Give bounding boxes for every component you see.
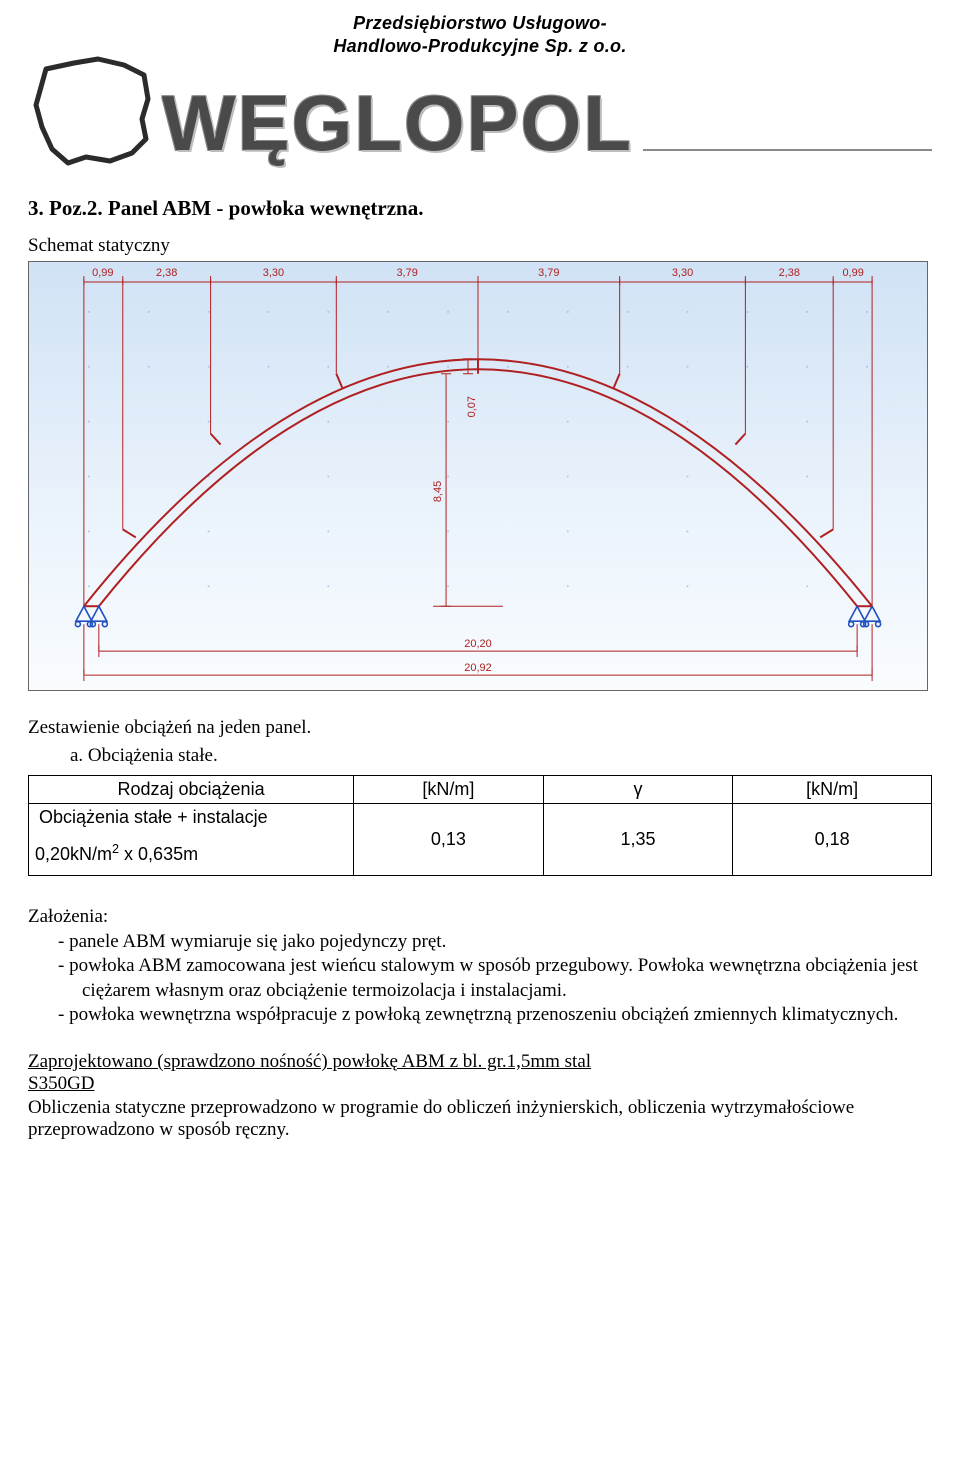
loads-sub: a. Obciążenia stałe.	[70, 745, 932, 767]
table-header: Rodzaj obciążenia [kN/m] γ [kN/m]	[29, 776, 932, 804]
col-gamma: γ	[543, 776, 733, 804]
company-subtitle: Przedsiębiorstwo Usługowo- Handlowo-Prod…	[28, 12, 932, 57]
page-title: 3. Poz.2. Panel ABM - powłoka wewnętrzna…	[28, 196, 932, 221]
loads-heading: Zestawienie obciążeń na jeden panel.	[28, 717, 932, 739]
dim-seg-7: 2,38	[779, 267, 800, 279]
dim-span-outer: 20,92	[464, 662, 491, 674]
col-kn1: [kN/m]	[354, 776, 544, 804]
static-scheme-diagram: 0,99 2,38 3,30 3,79 3,79 3,30 2,38 0,99 …	[28, 261, 928, 691]
dim-height-gap: 0,07	[466, 396, 478, 417]
result-line2: S350GD	[28, 1073, 95, 1094]
header-rule	[643, 149, 932, 151]
dim-span-inner: 20,20	[464, 638, 491, 650]
result-block: Zaprojektowano (sprawdzono nośność) powł…	[28, 1051, 932, 1141]
col-kn2: [kN/m]	[733, 776, 932, 804]
list-item: powłoka ABM zamocowana jest wieńcu stalo…	[82, 954, 932, 1003]
letterhead: Przedsiębiorstwo Usługowo- Handlowo-Prod…	[28, 12, 932, 168]
result-tail: Obliczenia statyczne przeprowadzono w pr…	[28, 1097, 932, 1141]
row-label-bot: 0,20kN/m² x 0,635m 0,20kN/m2 x 0,635m	[29, 828, 354, 876]
dim-seg-5: 3,79	[538, 267, 559, 279]
schematic-label: Schemat statyczny	[28, 235, 932, 257]
loads-table: Rodzaj obciążenia [kN/m] γ [kN/m] Obciąż…	[28, 775, 932, 876]
result-line1: Zaprojektowano (sprawdzono nośność) powł…	[28, 1051, 591, 1072]
diagram-svg: 0,99 2,38 3,30 3,79 3,79 3,30 2,38 0,99 …	[29, 262, 927, 691]
logo-row: WĘGLOPOL	[28, 53, 932, 168]
col-rodzaj: Rodzaj obciążenia	[29, 776, 354, 804]
dim-height-inner: 8,45	[432, 481, 444, 502]
company-line2: Handlowo-Produkcyjne Sp. z o.o.	[333, 36, 626, 56]
cell-v2: 1,35	[543, 804, 733, 876]
cell-v3: 0,18	[733, 804, 932, 876]
dim-seg-8: 0,99	[842, 267, 863, 279]
dim-seg-2: 2,38	[156, 267, 177, 279]
assumptions-list: panele ABM wymiaruje się jako pojedynczy…	[28, 930, 932, 1027]
dim-seg-1: 0,99	[92, 267, 113, 279]
cell-v1: 0,13	[354, 804, 544, 876]
table-row: Obciążenia stałe + instalacje 0,13 1,35 …	[29, 804, 932, 829]
assumptions-heading: Założenia:	[28, 906, 932, 928]
dim-seg-4: 3,79	[396, 267, 417, 279]
list-item: powłoka wewnętrzna współpracuje z powłok…	[82, 1003, 932, 1027]
list-item: panele ABM wymiaruje się jako pojedynczy…	[82, 930, 932, 954]
brand-logo: WĘGLOPOL	[162, 84, 633, 162]
poland-outline-icon	[28, 53, 158, 168]
row-label-top: Obciążenia stałe + instalacje	[29, 804, 354, 829]
dim-seg-3: 3,30	[263, 267, 284, 279]
company-line1: Przedsiębiorstwo Usługowo-	[353, 13, 607, 33]
dim-seg-6: 3,30	[672, 267, 693, 279]
